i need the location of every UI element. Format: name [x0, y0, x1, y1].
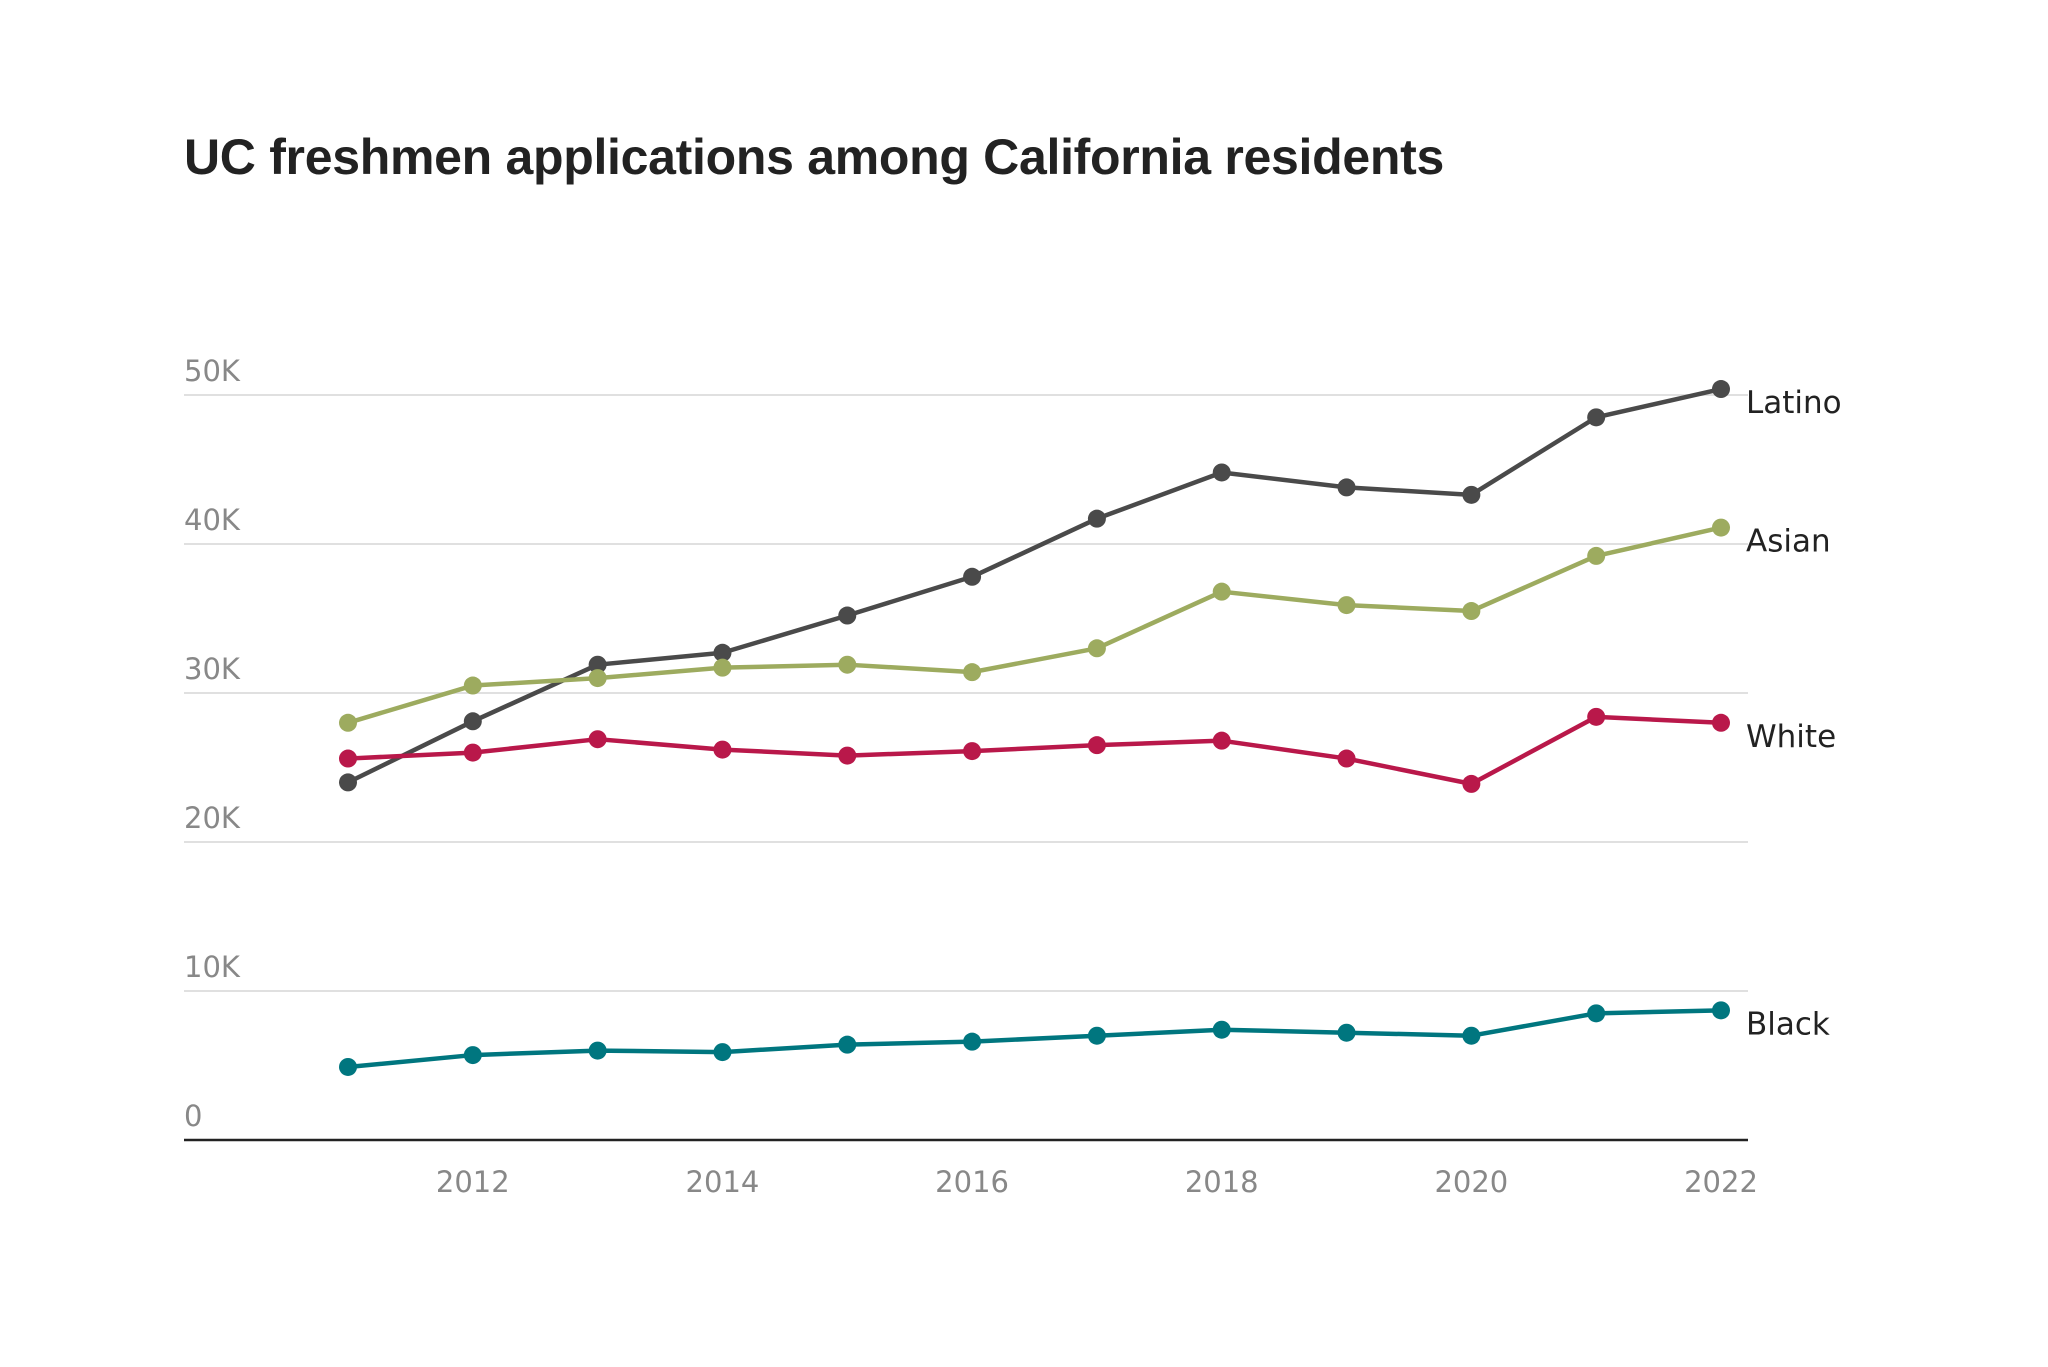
data-point-asian — [339, 713, 357, 732]
data-point-black — [463, 1046, 482, 1065]
data-point-white — [838, 746, 857, 765]
data-point-latino — [339, 773, 357, 792]
series-line-latino — [347, 386, 1722, 785]
data-point-latino — [588, 655, 607, 674]
series-label-asian: Asian — [1746, 524, 1831, 560]
series-line-asian — [347, 525, 1722, 725]
data-point-latino — [1337, 478, 1356, 497]
data-point-asian — [713, 658, 732, 677]
data-point-latino — [463, 712, 482, 731]
y-tick-label: 10K — [184, 950, 241, 984]
x-tick-label: 2022 — [1684, 1165, 1758, 1199]
series-line-black — [347, 1008, 1722, 1070]
series-label-white: White — [1746, 719, 1836, 755]
y-tick-label: 20K — [184, 801, 241, 835]
data-point-asian — [1587, 546, 1606, 565]
x-tick-label: 2016 — [935, 1165, 1009, 1199]
data-point-black — [1212, 1020, 1231, 1039]
data-point-latino — [1712, 380, 1730, 399]
data-point-asian — [1087, 639, 1106, 658]
data-point-white — [339, 749, 357, 768]
data-point-black — [1462, 1026, 1481, 1045]
data-point-white — [588, 730, 607, 749]
chart-title: UC freshmen applications among Californi… — [184, 129, 1444, 185]
data-point-black — [963, 1032, 982, 1051]
data-point-latino — [1587, 408, 1606, 427]
data-point-white — [713, 740, 732, 759]
series-line-white — [347, 714, 1722, 787]
data-point-asian — [1712, 518, 1730, 537]
data-point-white — [963, 742, 982, 761]
data-point-black — [713, 1043, 732, 1062]
y-tick-label: 30K — [184, 652, 241, 686]
data-point-asian — [963, 663, 982, 682]
data-point-black — [1337, 1023, 1356, 1042]
data-point-latino — [1462, 485, 1481, 504]
data-point-asian — [1462, 602, 1481, 621]
data-point-latino — [713, 643, 732, 662]
data-point-black — [1087, 1026, 1106, 1045]
x-tick-label: 2020 — [1434, 1165, 1508, 1199]
data-point-latino — [1212, 463, 1231, 482]
data-point-black — [339, 1057, 357, 1076]
data-point-black — [838, 1035, 857, 1054]
data-point-black — [1587, 1004, 1606, 1023]
data-point-asian — [1212, 582, 1231, 601]
series-label-latino: Latino — [1746, 385, 1842, 421]
series-label-black: Black — [1746, 1006, 1830, 1042]
data-point-white — [1087, 736, 1106, 755]
data-point-asian — [1337, 596, 1356, 615]
data-point-asian — [588, 669, 607, 688]
x-tick-label: 2018 — [1185, 1165, 1259, 1199]
x-tick-label: 2014 — [686, 1165, 760, 1199]
data-point-latino — [963, 567, 982, 586]
data-point-black — [1712, 1001, 1730, 1020]
data-point-asian — [838, 655, 857, 674]
data-point-white — [1587, 707, 1606, 726]
data-point-white — [1712, 713, 1730, 732]
data-point-white — [1212, 731, 1231, 750]
data-point-white — [1337, 749, 1356, 768]
data-point-latino — [838, 606, 857, 625]
data-point-white — [463, 743, 482, 762]
y-tick-label: 40K — [184, 503, 241, 537]
data-point-asian — [463, 676, 482, 695]
y-tick-label: 50K — [184, 354, 241, 388]
data-point-latino — [1087, 509, 1106, 528]
y-tick-label: 0 — [184, 1099, 202, 1133]
data-point-white — [1462, 774, 1481, 793]
data-point-black — [588, 1041, 607, 1060]
x-tick-label: 2012 — [436, 1165, 510, 1199]
